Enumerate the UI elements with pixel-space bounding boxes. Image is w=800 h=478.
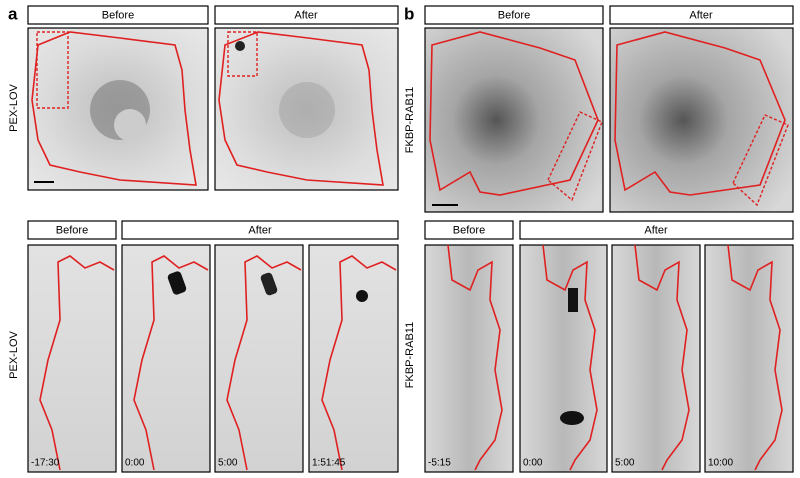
spot — [167, 271, 187, 295]
timestamp: 10:00 — [708, 458, 733, 469]
roi-box — [547, 111, 603, 202]
timestamp: 5:00 — [615, 458, 635, 469]
cell-outline — [614, 31, 786, 196]
roi-box — [732, 114, 789, 207]
spot — [356, 290, 368, 302]
header: After — [248, 224, 272, 236]
micrograph — [424, 244, 514, 473]
micrograph — [214, 244, 304, 473]
micrograph — [27, 244, 117, 473]
cell-outline — [218, 31, 384, 186]
header-box — [519, 220, 794, 240]
time-series: -5:15 0:00 5:00 10:00 — [424, 244, 794, 473]
time-series: -17:30 0:00 5:00 1:51:45 — [27, 244, 399, 473]
micrograph — [121, 244, 211, 473]
timestamp: 1:51:45 — [312, 458, 346, 469]
cell-outline — [321, 255, 397, 471]
micrograph — [214, 27, 399, 191]
header: After — [689, 9, 713, 21]
side-label: FKBP-RAB11 — [404, 322, 416, 388]
cell-outline — [634, 244, 690, 471]
micrograph — [609, 27, 794, 213]
header-box — [27, 220, 117, 240]
header: Before — [56, 224, 88, 236]
header-box — [424, 220, 514, 240]
header-box — [424, 5, 604, 25]
side-label: PEX-LOV — [8, 83, 20, 131]
timestamp: -5:15 — [428, 458, 451, 469]
timestamp: 0:00 — [125, 458, 145, 469]
cell-outline — [447, 244, 503, 471]
cell-outline — [542, 244, 598, 471]
cell-outline — [226, 255, 302, 471]
header-box — [214, 5, 399, 25]
spot — [260, 272, 278, 296]
cell-outline — [31, 31, 197, 186]
spot — [568, 288, 578, 312]
roi-box — [36, 31, 69, 109]
header: Before — [102, 9, 134, 21]
roi-box — [227, 31, 258, 77]
cell-outline — [429, 31, 599, 196]
micrograph — [519, 244, 608, 473]
timestamp: 5:00 — [218, 458, 238, 469]
micrograph — [611, 244, 701, 473]
header: After — [294, 9, 318, 21]
side-label: PEX-LOV — [8, 330, 20, 378]
header-box — [609, 5, 794, 25]
header-box — [27, 5, 209, 25]
side-label: FKBP-RAB11 — [404, 87, 416, 153]
timestamp: -17:30 — [31, 458, 60, 469]
panel-label: a — [8, 4, 18, 23]
cell-outline — [39, 255, 115, 471]
spot — [560, 411, 584, 425]
nucleus — [114, 109, 146, 141]
cell-outline — [133, 255, 209, 471]
micrograph — [308, 244, 399, 473]
panel-label: b — [404, 4, 414, 23]
spot — [235, 41, 245, 51]
header-box — [121, 220, 399, 240]
header: After — [644, 224, 668, 236]
micrograph — [704, 244, 794, 473]
header: Before — [453, 224, 485, 236]
cell-body — [279, 82, 335, 138]
timestamp: 0:00 — [523, 458, 543, 469]
header: Before — [498, 9, 530, 21]
cell-outline — [727, 244, 783, 471]
